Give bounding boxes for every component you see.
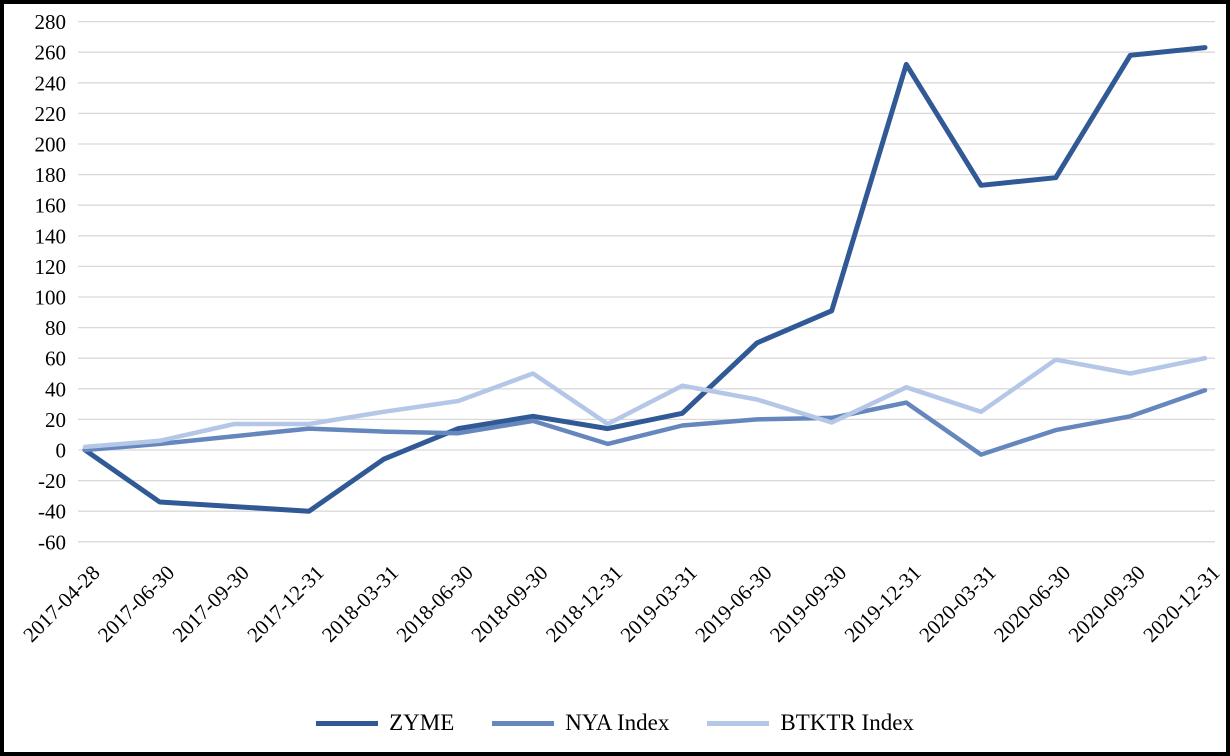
x-tick-label: 2019-09-30: [765, 561, 851, 647]
x-tick-label: 2020-03-31: [914, 561, 1000, 647]
y-tick-label: 120: [35, 255, 67, 279]
y-tick-label: 160: [35, 194, 67, 218]
y-tick-label: 200: [35, 133, 67, 157]
y-tick-label: 100: [35, 286, 67, 310]
y-tick-label: 140: [35, 224, 67, 248]
performance-line-chart: 280260240220200180160140120100806040200-…: [18, 10, 1224, 647]
legend-item-btktr-index: BTKTR Index: [707, 710, 914, 736]
x-tick-label: 2017-12-31: [242, 561, 328, 647]
chart-legend: ZYME NYA Index BTKTR Index: [4, 710, 1226, 736]
x-tick-label: 2020-09-30: [1064, 561, 1150, 647]
x-tick-label: 2018-06-30: [392, 561, 478, 647]
legend-label-btktr-index: BTKTR Index: [780, 710, 914, 735]
y-tick-label: 0: [56, 439, 67, 463]
x-tick-label: 2020-12-31: [1138, 561, 1224, 647]
y-tick-label: 80: [45, 316, 66, 340]
legend-item-nya-index: NYA Index: [492, 710, 669, 736]
x-tick-label: 2020-06-30: [989, 561, 1075, 647]
x-axis-tick-labels: 2017-04-282017-06-302017-09-302017-12-31…: [18, 561, 1224, 647]
y-tick-label: 260: [35, 41, 67, 65]
y-tick-label: -40: [38, 500, 66, 524]
legend-swatch-nya-index: [492, 720, 555, 726]
legend-swatch-btktr-index: [707, 720, 770, 726]
legend-label-nya-index: NYA Index: [565, 710, 670, 735]
y-tick-label: 40: [45, 377, 66, 401]
y-tick-label: 240: [35, 71, 67, 95]
y-axis-tick-labels: 280260240220200180160140120100806040200-…: [35, 10, 67, 554]
series-line-zyme: [82, 45, 1208, 514]
x-tick-label: 2017-09-30: [168, 561, 254, 647]
x-tick-label: 2019-03-31: [616, 561, 702, 647]
x-tick-label: 2018-09-30: [466, 561, 552, 647]
series-line-btktr-index: [82, 355, 1208, 450]
y-tick-label: 60: [45, 347, 66, 371]
x-tick-label: 2019-06-30: [690, 561, 776, 647]
x-tick-label: 2019-12-31: [840, 561, 926, 647]
y-tick-label: 220: [35, 102, 67, 126]
x-tick-label: 2018-12-31: [541, 561, 627, 647]
series-lines: [82, 45, 1208, 514]
gridlines: [78, 20, 1215, 543]
legend-label-zyme: ZYME: [389, 710, 455, 735]
y-tick-label: -20: [38, 469, 66, 493]
y-tick-label: 20: [45, 408, 66, 432]
y-tick-label: 280: [35, 10, 67, 34]
x-tick-label: 2017-06-30: [93, 561, 179, 647]
series-line-nya-index: [82, 388, 1208, 457]
legend-swatch-zyme: [316, 720, 379, 726]
y-tick-label: -60: [38, 530, 66, 554]
legend-item-zyme: ZYME: [316, 710, 454, 736]
x-tick-label: 2018-03-31: [317, 561, 403, 647]
y-tick-label: 180: [35, 163, 67, 187]
x-tick-label: 2017-04-28: [18, 561, 104, 647]
